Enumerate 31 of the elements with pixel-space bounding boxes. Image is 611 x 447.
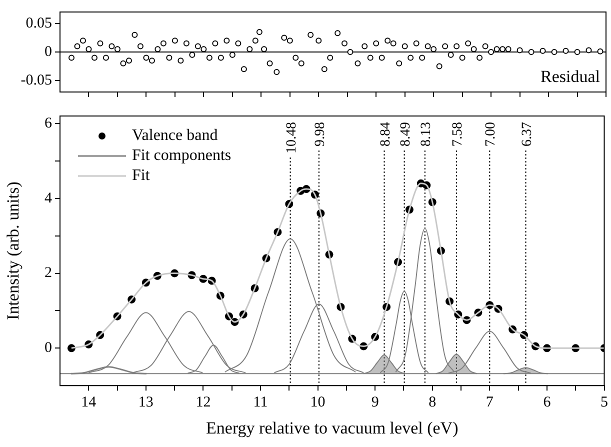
y-tick-label: 2 [44,265,52,282]
y-tick-label: 4 [44,190,52,206]
x-tick-label: 7 [486,394,494,411]
ref-line-label: 8.49 [398,122,414,146]
ref-line-label: 7.58 [450,122,466,146]
x-tick-label: 5 [600,394,608,411]
x-tick-label: 8 [428,394,436,411]
x-tick-label: 10 [310,394,326,411]
y-tick-label: 0 [44,340,52,356]
x-tick-label: 12 [196,394,211,411]
x-tick-label: 13 [138,394,154,411]
y-tick-label: 6 [44,115,52,132]
ref-line-label: 7.00 [484,122,499,146]
annotation: Residual [540,66,600,86]
x-tick-label: 14 [81,394,97,411]
x-axis-title: Energy relative to vacuum level (eV) [206,418,458,438]
y-tick-label: -0.05 [20,72,52,89]
ref-line-label: 10.48 [284,122,300,154]
legend-label: Valence band [132,127,218,144]
ref-line-label: 8.84 [378,122,394,146]
ref-line-label: 9.98 [312,122,328,146]
ref-line-label: 6.37 [520,122,535,146]
ref-line-label: 8.13 [418,122,434,146]
x-tick-label: 9 [371,394,379,411]
y-tick-label: 0 [44,44,52,60]
legend-label: Fit components [132,147,232,164]
x-tick-label: 6 [543,394,552,411]
y-tick-label: 0.05 [26,15,52,32]
y-axis-title: Intensity (arb. units) [4,182,23,320]
legend-label: Fit [132,167,150,184]
x-tick-label: 11 [253,394,268,411]
